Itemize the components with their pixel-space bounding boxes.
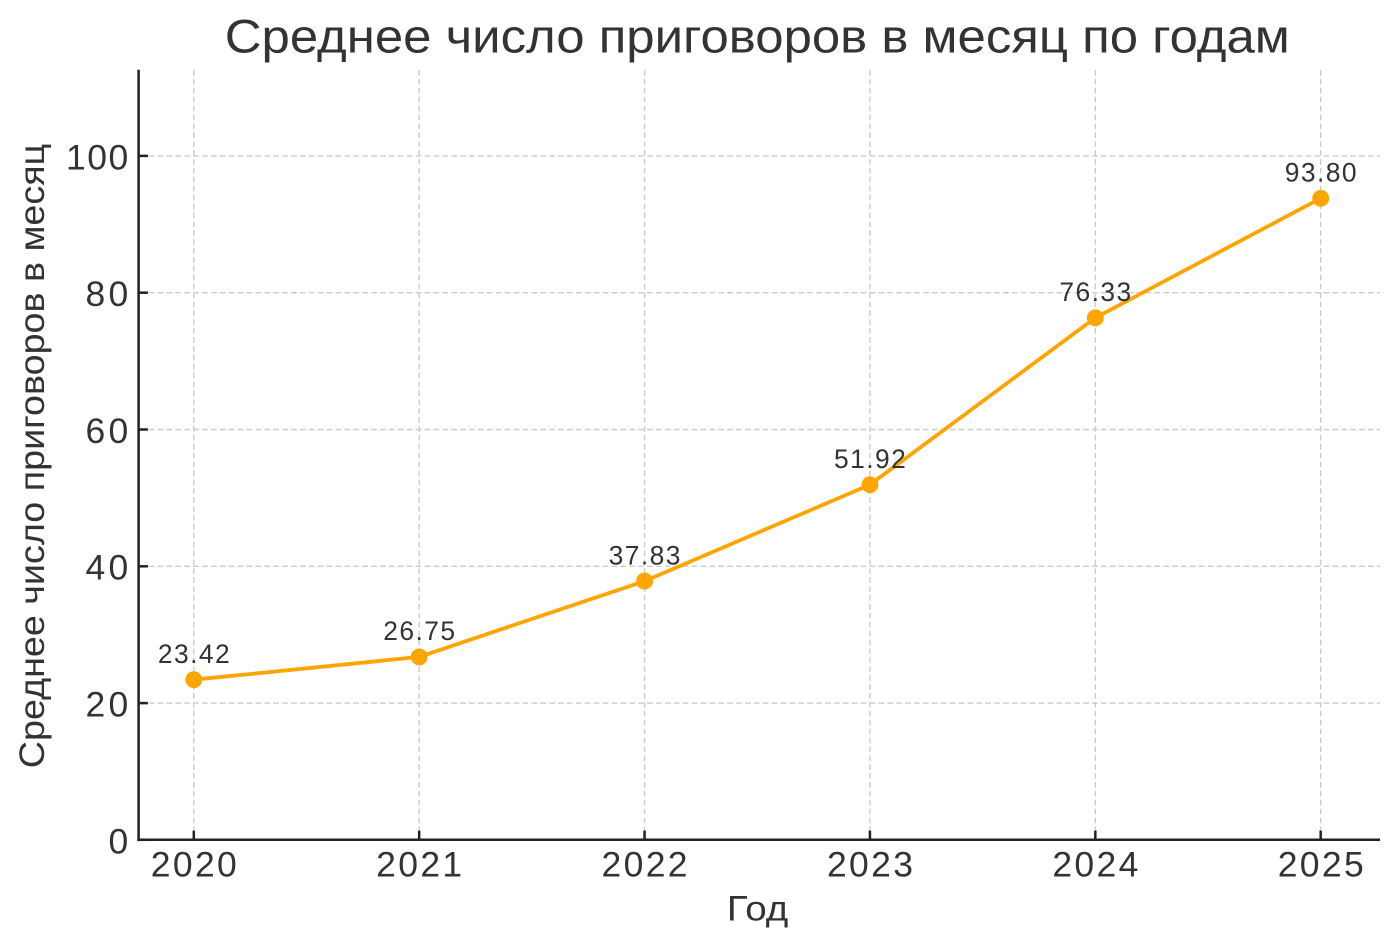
svg-text:93.80: 93.80 [1285, 158, 1357, 188]
svg-text:0: 0 [109, 821, 129, 861]
svg-text:37.83: 37.83 [609, 540, 681, 570]
svg-text:Среднее число приговоров в мес: Среднее число приговоров в месяц [13, 144, 52, 769]
svg-text:Год: Год [727, 889, 788, 928]
svg-text:100: 100 [66, 137, 128, 177]
svg-text:26.75: 26.75 [383, 616, 455, 646]
svg-text:76.33: 76.33 [1059, 277, 1131, 307]
svg-text:Среднее число приговоров в мес: Среднее число приговоров в месяц по года… [225, 9, 1290, 62]
svg-text:51.92: 51.92 [834, 444, 906, 474]
svg-text:23.42: 23.42 [158, 639, 230, 669]
